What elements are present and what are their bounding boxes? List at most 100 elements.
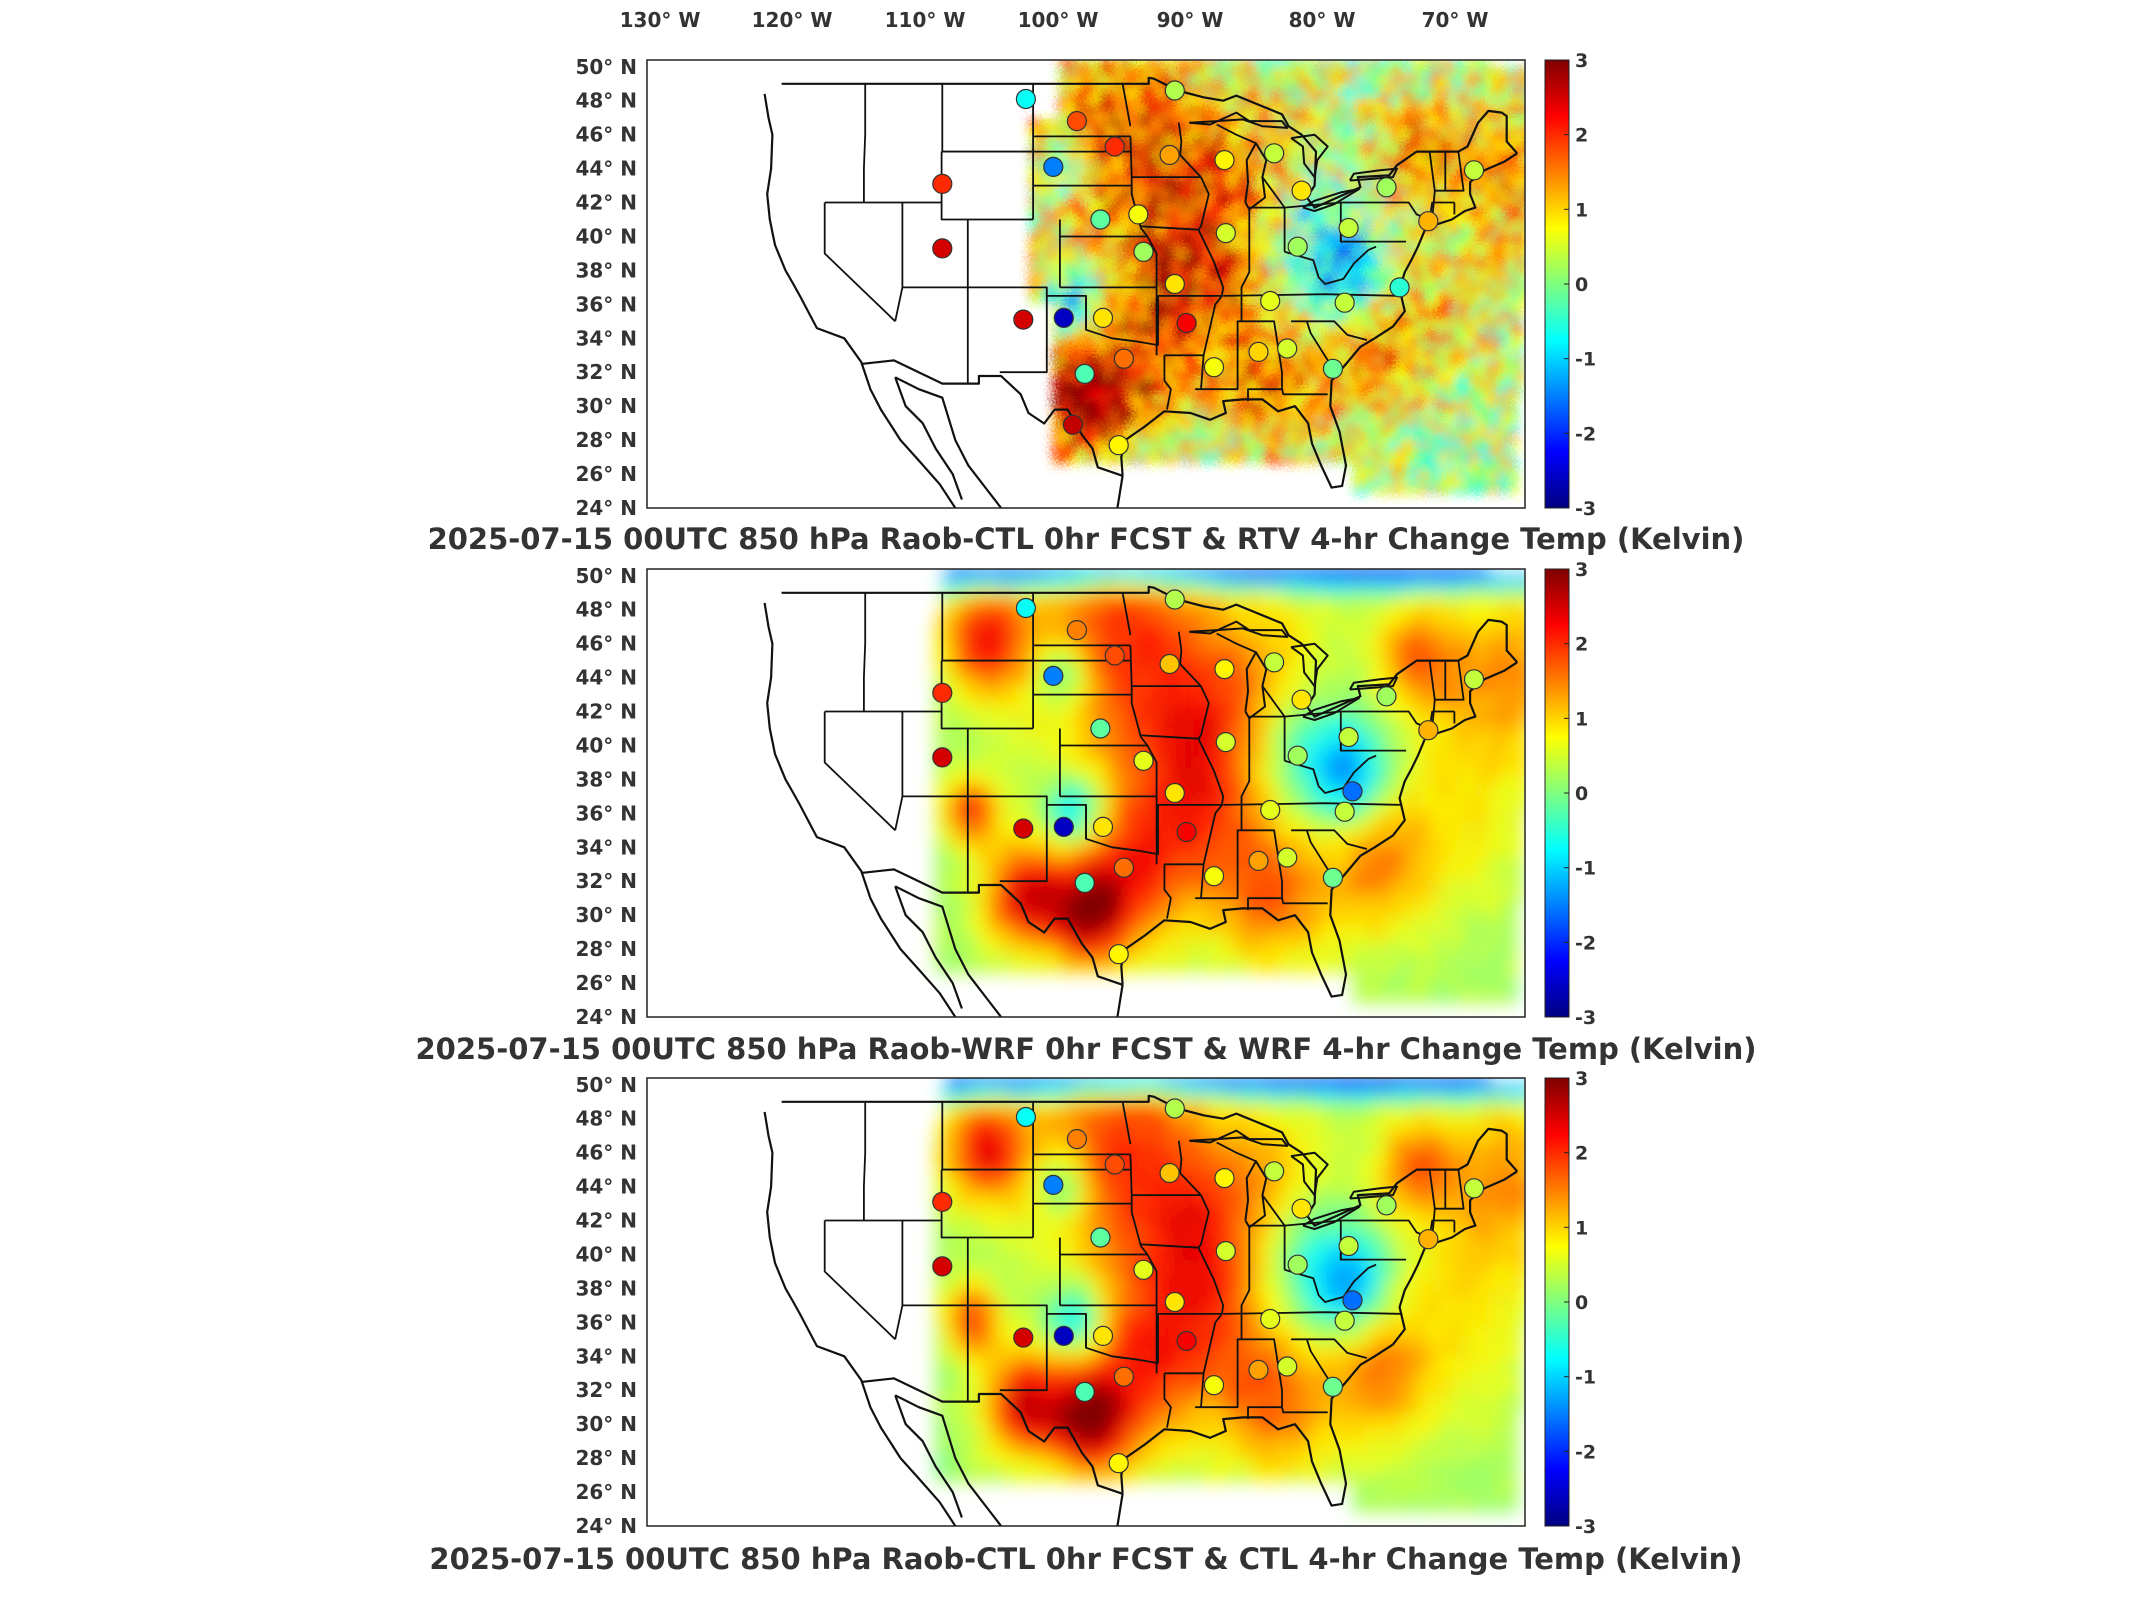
station-marker bbox=[1176, 821, 1197, 843]
colorbar-tick: 1 bbox=[1575, 1217, 1588, 1239]
basemap-lines bbox=[763, 1094, 1519, 1526]
station-marker bbox=[1203, 1375, 1225, 1396]
lon-label: 120° W bbox=[752, 8, 833, 32]
latitude-labels: 50° N 48° N 46° N 44° N 42° N 40° N 38° N 36° N… bbox=[575, 564, 637, 1029]
map-panel-2: 50° N 48° N 46° N 44° N 42° N 40° N 38° N 36° N… bbox=[415, 559, 1756, 1066]
lat-label: 26° N bbox=[575, 1480, 637, 1504]
lon-label: 80° W bbox=[1289, 8, 1356, 32]
station-marker bbox=[1277, 847, 1298, 868]
lat-label: 44° N bbox=[575, 1175, 637, 1199]
station-marker bbox=[1214, 150, 1235, 171]
station-marker bbox=[1013, 309, 1034, 330]
station-marker bbox=[1066, 619, 1088, 641]
station-marker bbox=[1263, 1161, 1285, 1182]
map-panel-1: 50° N 48° N 46° N 44° N 42° N 40° N 38° N 36° N… bbox=[428, 50, 1745, 556]
lat-label: 46° N bbox=[575, 632, 637, 656]
lon-label: 100° W bbox=[1018, 8, 1099, 32]
station-marker bbox=[1013, 818, 1034, 839]
station-marker bbox=[1248, 1359, 1269, 1381]
latitude-labels: 50° N 48° N 46° N 44° N 42° N 40° N 38° N 36° N… bbox=[575, 1073, 637, 1538]
colorbar-tick: -2 bbox=[1575, 932, 1596, 954]
colorbar-tick: -2 bbox=[1575, 423, 1596, 445]
station-marker bbox=[1342, 781, 1363, 802]
station-marker bbox=[1376, 686, 1397, 707]
colorbar-tick: 0 bbox=[1575, 783, 1588, 805]
station-marker bbox=[932, 682, 953, 704]
station-marker bbox=[1263, 652, 1285, 673]
station-marker bbox=[1133, 750, 1154, 771]
station-marker bbox=[1013, 1327, 1034, 1348]
station-marker bbox=[1113, 348, 1135, 369]
station-marker bbox=[1090, 718, 1111, 739]
lat-label: 42° N bbox=[575, 191, 637, 215]
station-marker bbox=[1074, 872, 1095, 894]
station-marker bbox=[1133, 241, 1154, 262]
station-marker bbox=[1092, 307, 1114, 328]
colorbar-tick: 1 bbox=[1575, 199, 1588, 221]
lat-label: 48° N bbox=[575, 89, 637, 113]
station-marker bbox=[932, 1191, 953, 1213]
colorbar-tick: 0 bbox=[1575, 1292, 1588, 1314]
basemap-lines bbox=[763, 585, 1519, 1017]
raob-stations bbox=[932, 1098, 1485, 1474]
lat-label: 36° N bbox=[575, 1310, 637, 1334]
panel-title: 2025-07-15 00UTC 850 hPa Raob-CTL 0hr FC… bbox=[428, 522, 1745, 556]
station-marker bbox=[1090, 1227, 1111, 1248]
station-marker bbox=[1113, 1366, 1135, 1387]
station-marker bbox=[1066, 110, 1088, 132]
station-marker bbox=[932, 747, 953, 768]
station-marker bbox=[1376, 1195, 1397, 1216]
station-marker bbox=[1376, 177, 1397, 198]
lat-label: 44° N bbox=[575, 666, 637, 690]
station-marker bbox=[1164, 589, 1185, 610]
colorbar-tick: -2 bbox=[1575, 1441, 1596, 1463]
colorbar-tick: -1 bbox=[1575, 349, 1596, 371]
lat-label: 30° N bbox=[575, 394, 637, 418]
station-marker bbox=[1260, 1308, 1281, 1330]
station-marker bbox=[1418, 211, 1439, 232]
station-marker bbox=[1463, 669, 1485, 690]
lat-label: 38° N bbox=[575, 1276, 637, 1300]
colorbar-tick: 3 bbox=[1575, 1068, 1588, 1090]
lat-label: 42° N bbox=[575, 700, 637, 724]
station-marker bbox=[1334, 292, 1355, 313]
lat-label: 46° N bbox=[575, 123, 637, 147]
colorbar-tick: -3 bbox=[1575, 498, 1596, 520]
station-marker bbox=[1128, 204, 1149, 225]
lat-label: 28° N bbox=[575, 937, 637, 961]
lat-label: 50° N bbox=[575, 1073, 637, 1097]
raob-stations bbox=[932, 589, 1485, 965]
station-marker bbox=[1203, 866, 1225, 887]
station-marker bbox=[932, 238, 953, 259]
lat-label: 34° N bbox=[575, 326, 637, 350]
station-marker bbox=[1164, 782, 1185, 804]
station-marker bbox=[1074, 363, 1095, 384]
station-marker bbox=[1066, 1128, 1088, 1150]
temperature-field bbox=[1029, 60, 1525, 495]
station-marker bbox=[1322, 358, 1344, 379]
lat-label: 50° N bbox=[575, 55, 637, 79]
lat-label: 40° N bbox=[575, 734, 637, 758]
lat-label: 40° N bbox=[575, 225, 637, 249]
station-marker bbox=[1260, 290, 1281, 312]
station-marker bbox=[1015, 597, 1037, 619]
station-marker bbox=[1092, 816, 1114, 838]
station-marker bbox=[1062, 414, 1084, 435]
lat-label: 26° N bbox=[575, 462, 637, 486]
station-marker bbox=[1164, 80, 1185, 101]
colorbar-tick: 2 bbox=[1575, 634, 1588, 656]
lat-label: 48° N bbox=[575, 1107, 637, 1131]
station-marker bbox=[1164, 1291, 1185, 1313]
temperature-field bbox=[935, 1078, 1525, 1513]
lat-label: 34° N bbox=[575, 1344, 637, 1368]
lat-label: 26° N bbox=[575, 971, 637, 995]
station-marker bbox=[1053, 816, 1074, 838]
lat-label: 30° N bbox=[575, 1412, 637, 1436]
station-marker bbox=[1015, 1106, 1037, 1128]
station-marker bbox=[1092, 1325, 1114, 1347]
station-marker bbox=[1248, 850, 1269, 872]
lat-label: 44° N bbox=[575, 157, 637, 181]
station-marker bbox=[1203, 357, 1225, 378]
lat-label: 32° N bbox=[575, 869, 637, 893]
colorbar-tick: -1 bbox=[1575, 1367, 1596, 1389]
